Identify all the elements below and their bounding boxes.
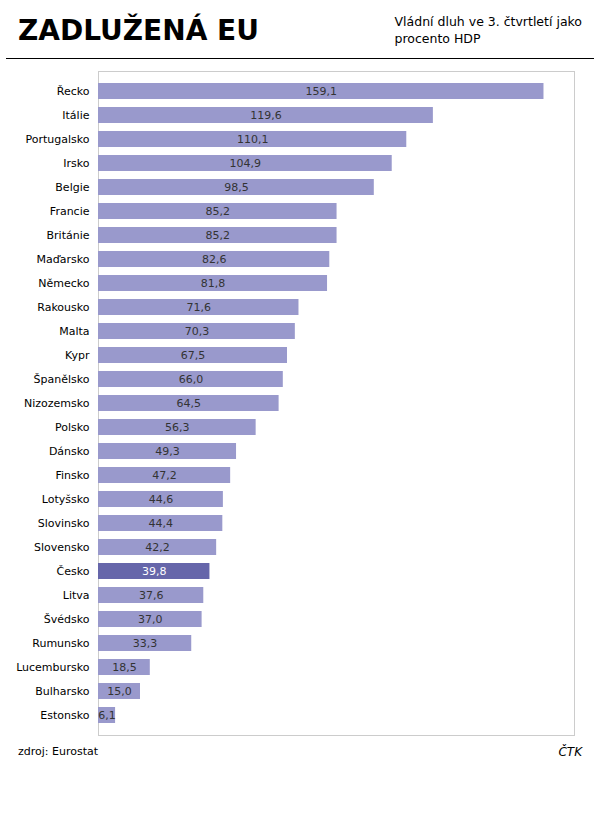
svg-text:70,3: 70,3 xyxy=(185,325,210,338)
svg-text:33,3: 33,3 xyxy=(133,637,158,650)
svg-text:64,5: 64,5 xyxy=(177,397,202,410)
svg-text:Lotyšsko: Lotyšsko xyxy=(42,493,90,506)
svg-text:81,8: 81,8 xyxy=(201,277,226,290)
svg-text:Maďarsko: Maďarsko xyxy=(37,253,90,266)
svg-text:Německo: Německo xyxy=(38,277,90,290)
svg-text:Belgie: Belgie xyxy=(55,181,89,194)
svg-text:Slovensko: Slovensko xyxy=(34,541,90,554)
svg-text:Itálie: Itálie xyxy=(62,109,89,122)
svg-text:104,9: 104,9 xyxy=(230,157,261,170)
svg-text:Rakousko: Rakousko xyxy=(37,301,90,314)
svg-text:67,5: 67,5 xyxy=(181,349,206,362)
svg-text:Irsko: Irsko xyxy=(63,157,89,170)
svg-text:Nizozemsko: Nizozemsko xyxy=(24,397,90,410)
html-text:Vládní dluh ve 3. čtvrtletí ja: Vládní dluh ve 3. čtvrtletí jako procent… xyxy=(394,14,582,46)
svg-text:Rumunsko: Rumunsko xyxy=(32,637,89,650)
html-text:zdroj: Eurostat: zdroj: Eurostat xyxy=(18,744,99,758)
svg-text:Španělsko: Španělsko xyxy=(34,373,90,386)
svg-text:44,4: 44,4 xyxy=(148,517,173,530)
svg-text:Malta: Malta xyxy=(59,325,89,338)
svg-text:Litva: Litva xyxy=(63,589,90,602)
svg-text:71,6: 71,6 xyxy=(186,301,211,314)
svg-text:49,3: 49,3 xyxy=(155,445,180,458)
svg-text:56,3: 56,3 xyxy=(165,421,190,434)
svg-text:Polsko: Polsko xyxy=(55,421,90,434)
svg-text:119,6: 119,6 xyxy=(250,109,282,122)
svg-text:110,1: 110,1 xyxy=(237,133,269,146)
svg-text:159,1: 159,1 xyxy=(305,85,337,98)
svg-text:18,5: 18,5 xyxy=(112,661,136,674)
svg-text:66,0: 66,0 xyxy=(179,373,204,386)
svg-text:39,8: 39,8 xyxy=(142,565,167,578)
svg-text:Estonsko: Estonsko xyxy=(40,709,89,722)
svg-text:Lucembursko: Lucembursko xyxy=(16,661,90,674)
svg-text:85,2: 85,2 xyxy=(206,205,231,218)
svg-text:15,0: 15,0 xyxy=(107,685,132,698)
svg-text:6,1: 6,1 xyxy=(98,709,116,722)
svg-text:Slovinsko: Slovinsko xyxy=(38,517,90,530)
svg-text:85,2: 85,2 xyxy=(206,229,231,242)
svg-text:82,6: 82,6 xyxy=(202,253,227,266)
html-text:ZADLUŽENÁ EU: ZADLUŽENÁ EU xyxy=(18,14,259,48)
svg-text:Kypr: Kypr xyxy=(65,349,90,362)
html-text:ČTK: ČTK xyxy=(558,744,582,759)
svg-text:Švédsko: Švédsko xyxy=(44,613,90,626)
svg-text:Řecko: Řecko xyxy=(57,85,90,98)
svg-text:Finsko: Finsko xyxy=(56,469,90,482)
svg-text:Portugalsko: Portugalsko xyxy=(26,133,90,146)
svg-text:Francie: Francie xyxy=(50,205,90,218)
svg-text:37,6: 37,6 xyxy=(139,589,164,602)
svg-text:98,5: 98,5 xyxy=(224,181,249,194)
svg-text:42,2: 42,2 xyxy=(145,541,170,554)
svg-text:Británie: Británie xyxy=(47,229,90,242)
svg-text:Dánsko: Dánsko xyxy=(49,445,90,458)
svg-text:Česko: Česko xyxy=(57,565,90,578)
svg-text:Bulharsko: Bulharsko xyxy=(35,685,90,698)
svg-text:44,6: 44,6 xyxy=(149,493,174,506)
svg-text:37,0: 37,0 xyxy=(138,613,163,626)
svg-text:47,2: 47,2 xyxy=(152,469,177,482)
